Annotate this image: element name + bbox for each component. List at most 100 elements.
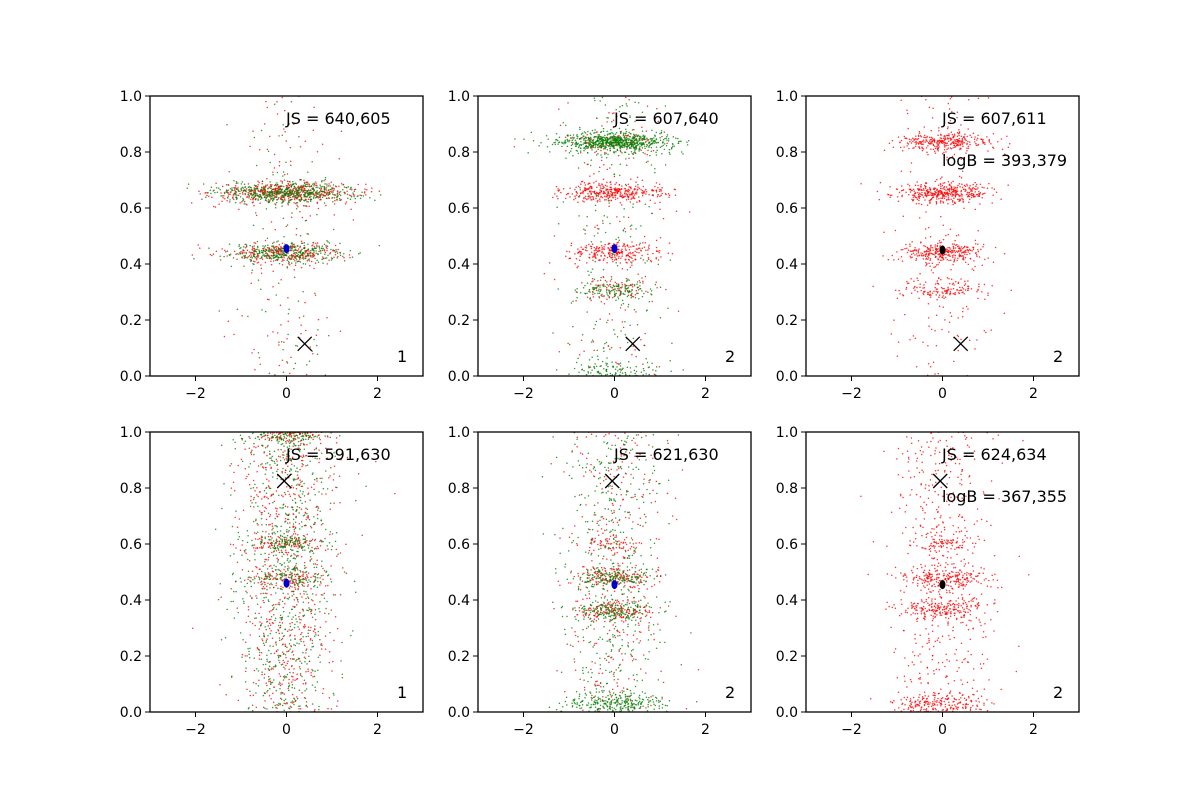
scatter-point-red [261, 183, 264, 185]
scatter-point-green [588, 274, 590, 276]
scatter-point-green [313, 182, 315, 185]
scatter-point-green [630, 139, 633, 141]
scatter-point-green [571, 141, 573, 144]
scatter-point-green [583, 131, 586, 133]
scatter-point-red [641, 126, 643, 128]
scatter-point-red [313, 267, 315, 270]
scatter-point-green [314, 292, 316, 294]
scatter-point-green [613, 173, 615, 176]
scatter-point-red [649, 259, 652, 262]
scatter-point-green [320, 181, 323, 183]
scatter-point-red [930, 136, 933, 139]
scatter-point-green [270, 189, 273, 192]
scatter-point-green [638, 150, 640, 152]
scatter-point-red [607, 194, 609, 197]
scatter-point-green [628, 279, 630, 281]
scatter-point-red [251, 352, 253, 354]
scatter-point-red [243, 255, 246, 258]
scatter-point-red [554, 193, 556, 195]
scatter-point-red [266, 178, 268, 180]
scatter-point-green [295, 258, 298, 261]
scatter-point-red [923, 189, 925, 191]
scatter-point-green [276, 251, 278, 253]
scatter-point-red [622, 326, 625, 329]
scatter-point-green [619, 174, 621, 177]
scatter-point-red [983, 186, 985, 189]
scatter-point-red [621, 321, 624, 323]
scatter-point-green [282, 175, 284, 177]
scatter-point-green [250, 196, 253, 199]
scatter-point-red [583, 197, 585, 200]
scatter-point-green [290, 191, 292, 194]
scatter-point-red [977, 243, 979, 245]
scatter-point-red [675, 210, 678, 213]
scatter-point-red [972, 183, 974, 186]
scatter-point-red [976, 137, 979, 140]
scatter-point-red [971, 190, 973, 193]
scatter-point-green [620, 330, 622, 332]
scatter-point-green [264, 310, 267, 313]
scatter-point-red [931, 197, 934, 199]
scatter-point-red [595, 247, 597, 250]
scatter-point-green [593, 286, 595, 289]
scatter-point-green [633, 308, 636, 311]
scatter-point-red [956, 251, 959, 253]
scatter-point-red [601, 125, 603, 127]
scatter-point-red [624, 187, 626, 190]
scatter-point-green [642, 367, 645, 370]
scatter-point-green [316, 190, 318, 192]
scatter-point-red [968, 198, 971, 201]
scatter-point-green [311, 252, 314, 255]
scatter-point-red [647, 149, 649, 152]
scatter-point-green [351, 188, 353, 191]
scatter-point-green [580, 364, 583, 366]
scatter-point-green [295, 189, 298, 191]
scatter-point-green [594, 143, 596, 146]
scatter-point-red [879, 181, 882, 184]
scatter-point-green [316, 245, 318, 248]
scatter-point-green [239, 192, 241, 195]
scatter-point-green [254, 188, 256, 190]
y-tick-label: 0.8 [120, 145, 142, 161]
x-tick-label: 0 [610, 386, 619, 402]
scatter-point-red [902, 248, 904, 251]
scatter-point-green [622, 144, 625, 147]
scatter-point-red [284, 199, 286, 201]
scatter-point-red [278, 344, 280, 346]
scatter-point-green [579, 291, 582, 294]
scatter-point-red [579, 192, 582, 195]
scatter-point-green [612, 151, 615, 153]
scatter-point-green [611, 121, 613, 123]
scatter-point-red [948, 199, 950, 201]
scatter-point-green [622, 132, 625, 134]
scatter-point-red [590, 187, 592, 189]
scatter-point-green [639, 287, 642, 290]
scatter-point-green [309, 189, 312, 191]
scatter-point-red [972, 246, 974, 248]
scatter-point-green [274, 183, 277, 186]
scatter-point-red [235, 253, 237, 256]
scatter-point-red [963, 246, 966, 248]
scatter-point-green [354, 188, 357, 190]
scatter-point-green [619, 146, 621, 149]
scatter-point-red [329, 252, 331, 255]
scatter-point-red [291, 247, 294, 249]
scatter-point-red [988, 182, 990, 185]
scatter-point-red [961, 183, 963, 185]
scatter-point-green [311, 193, 313, 195]
scatter-point-green [611, 139, 613, 141]
scatter-point-red [963, 136, 965, 139]
scatter-point-green [265, 184, 267, 187]
scatter-point-red [603, 164, 605, 166]
scatter-point-green [303, 247, 306, 250]
scatter-point-red [976, 188, 978, 190]
scatter-point-green [576, 150, 579, 152]
scatter-point-red [328, 183, 330, 185]
scatter-point-green [278, 188, 280, 190]
scatter-point-red [954, 142, 956, 144]
scatter-point-green [338, 193, 341, 196]
scatter-point-red [912, 252, 915, 255]
scatter-point-green [315, 186, 317, 189]
scatter-point-red [582, 200, 584, 202]
scatter-point-green [635, 370, 638, 373]
